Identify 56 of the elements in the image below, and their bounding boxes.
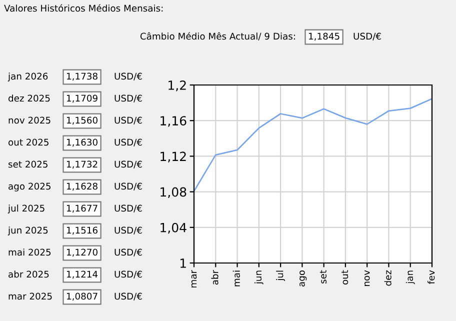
text: USD/€: [114, 182, 142, 190]
text: set 2025: [8, 160, 48, 168]
text: USD/€: [354, 32, 381, 40]
text: 1,1630: [67, 138, 98, 147]
text: USD/€: [114, 138, 142, 146]
text: ago 2025: [8, 182, 50, 192]
x-tick-label: dez: [384, 270, 392, 286]
text: abr 2025: [8, 270, 49, 278]
y-tick-label: 1,12: [160, 152, 186, 162]
x-tick-label: nov: [364, 270, 370, 286]
text: 1,0807: [67, 292, 98, 301]
text: 1,1560: [67, 116, 98, 125]
x-tick-label: mai: [232, 270, 240, 286]
text: 1,1677: [67, 204, 98, 213]
text: 1,1845: [309, 32, 340, 41]
y-tick-label: 1,08: [160, 187, 186, 198]
text: 1,1628: [67, 182, 98, 191]
text: out 2025: [8, 138, 48, 146]
text: 1,1214: [67, 270, 98, 279]
text: USD/€: [114, 72, 142, 80]
text: dez 2025: [8, 94, 50, 102]
x-tick-label: jun: [254, 270, 264, 284]
text: jul 2025: [8, 204, 44, 214]
x-tick-label: mar: [191, 270, 197, 288]
text: USD/€: [114, 94, 142, 102]
x-tick-label: jan: [406, 270, 415, 284]
text: USD/€: [114, 292, 142, 300]
text: USD/€: [114, 160, 142, 168]
x-tick-label: jul: [276, 270, 285, 282]
text: USD/€: [114, 116, 142, 124]
x-tick-label: abr: [211, 270, 218, 285]
text: USD/€: [114, 204, 142, 212]
text: 1,1709: [67, 94, 98, 103]
text: 1,1732: [67, 160, 98, 169]
x-tick-label: out: [342, 270, 348, 284]
text: mai 2025: [8, 248, 51, 256]
text: Câmbio Médio Mês Actual/ 9 Dias:: [140, 32, 295, 40]
text: 1,1270: [67, 248, 98, 257]
x-tick-label: fev: [428, 270, 435, 284]
x-tick-label: ago: [300, 270, 307, 286]
text: USD/€: [114, 248, 142, 256]
y-tick-label: 1: [180, 258, 186, 268]
x-tick-label: set: [320, 270, 326, 284]
text: jan 2026: [8, 72, 48, 82]
text: USD/€: [114, 270, 142, 278]
text: USD/€: [114, 226, 142, 234]
text: 1,1516: [67, 226, 98, 235]
text: jun 2025: [8, 226, 48, 236]
text: mar 2025: [8, 292, 52, 300]
y-tick-label: 1,2: [168, 80, 186, 92]
y-tick-label: 1,04: [160, 222, 186, 234]
text: nov 2025: [8, 116, 50, 124]
line-series: [194, 98, 432, 192]
text: Valores Históricos Médios Mensais:: [4, 4, 163, 12]
text: 1,1738: [67, 72, 98, 81]
y-tick-label: 1,16: [160, 116, 186, 127]
